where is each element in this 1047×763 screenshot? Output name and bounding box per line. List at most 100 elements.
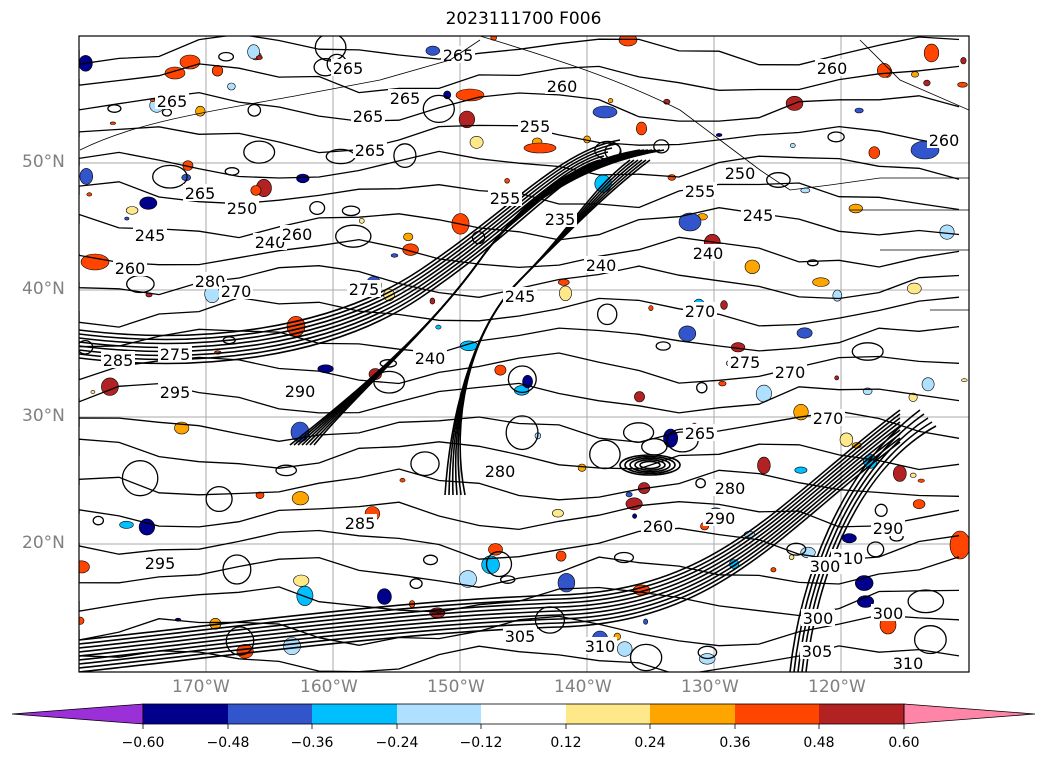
contour-closed [913,625,947,655]
vorticity-blob [770,567,777,573]
colorbar-segment [228,704,312,724]
colorbar-segment [312,704,397,724]
contour-line [79,421,901,653]
vorticity-blob [909,472,917,478]
contour-label: 300 [810,557,841,576]
contour-line [797,417,929,672]
contour-label: 280 [195,272,226,291]
contour-closed [222,336,236,345]
vorticity-blob [757,456,771,475]
contour-closed [507,365,537,394]
vorticity-blob [195,105,206,117]
contour-label-bg [155,92,189,109]
contour-closed [247,103,262,117]
contour-closed [393,143,417,169]
contour-closed [107,104,122,113]
contour-label-bg [808,557,842,574]
contour-label: 275 [160,345,191,364]
contour-label: 275 [730,353,761,372]
contour-label-bg [871,604,905,621]
vorticity-blob [494,364,507,376]
contour-label-bg [488,189,522,206]
vorticity-blob [848,203,863,214]
vorticity-blob [247,44,260,60]
vorticity-blob [425,45,440,56]
contour-line [79,63,960,94]
contour-closed [275,464,298,477]
vorticity-blob [632,513,637,519]
vorticity-blob [403,232,414,242]
vorticity-blob [458,110,476,129]
colorbar-extend-low [11,703,144,725]
contour-closed [907,589,945,614]
contour-label-bg [331,59,365,76]
contour-label: 265 [355,141,386,160]
contour-closed [225,626,255,656]
vorticity-blob [643,618,648,625]
contour-label: 240 [255,233,286,252]
contour-line [793,413,925,672]
vorticity-blob [854,107,864,114]
vorticity-blob [255,491,265,499]
contour-labels: 265 265 265 265 265 265 265 260 260 255 260 255 250 2… [101,46,961,672]
contour-line [79,413,901,645]
contour-label: 290 [285,382,316,401]
contour-label: 250 [725,164,756,183]
colorbar-segment [650,704,735,724]
contour-label: 275 [349,280,380,299]
contour-line [79,207,960,241]
vorticity-blob [715,133,723,137]
colorbar-segment [566,704,650,724]
vorticity-blob [377,588,392,605]
contour-label-bg [183,184,217,201]
contour-label-bg [691,244,725,261]
vorticity-blob [663,428,678,448]
contour-label: 265 [157,92,188,111]
vorticity-blob [90,390,96,394]
contour-label: 310 [585,637,616,656]
vorticity-blob [718,380,727,387]
contour-label: 260 [282,225,313,244]
contour-label-bg [113,259,147,276]
contour-label: 260 [817,59,848,78]
colorbar-tick-1: −0.60 [121,735,165,751]
vorticity-blob [960,57,967,65]
contour-label-bg [347,280,381,297]
coastline-path [79,39,481,151]
colorbar-segment [735,704,819,724]
vorticity-blob [577,463,587,472]
vorticity-blob [592,105,618,119]
contour-label: 295 [160,383,191,402]
contour-label-bg [800,642,834,659]
contour-label-bg [703,509,737,526]
contour-label: 240 [586,256,617,275]
contour-label-bg [871,519,905,536]
contour-line [79,425,901,657]
vorticity-blob [125,206,139,215]
vorticity-blob [876,63,892,78]
vorticity-blob [607,98,614,104]
contour-closed [827,131,845,143]
colorbar-tick-4: −0.24 [375,735,419,751]
vorticity-blob [625,497,643,511]
colorbar-tick-8: 0.36 [719,735,751,751]
contour-line [79,352,960,385]
vorticity-blob [399,478,406,483]
contour-label: 235 [545,210,576,229]
contour-label: 260 [115,259,146,278]
vorticity-blob [79,616,85,625]
contour-label-bg [713,479,747,496]
vorticity-blob [435,324,442,330]
contour-label: 290 [705,509,736,528]
contour-line [79,296,960,328]
contour-closed [589,439,621,470]
contour-label-bg [503,627,537,644]
contour-line [79,437,901,669]
contour-label: 270 [775,363,806,382]
contour-label: 270 [221,282,252,301]
contour-label: 300 [873,604,904,623]
contour-label-bg [683,182,717,199]
vorticity-blob [119,520,134,529]
map-title: 2023111700 F006 [445,9,602,29]
contour-label-bg [101,351,135,368]
